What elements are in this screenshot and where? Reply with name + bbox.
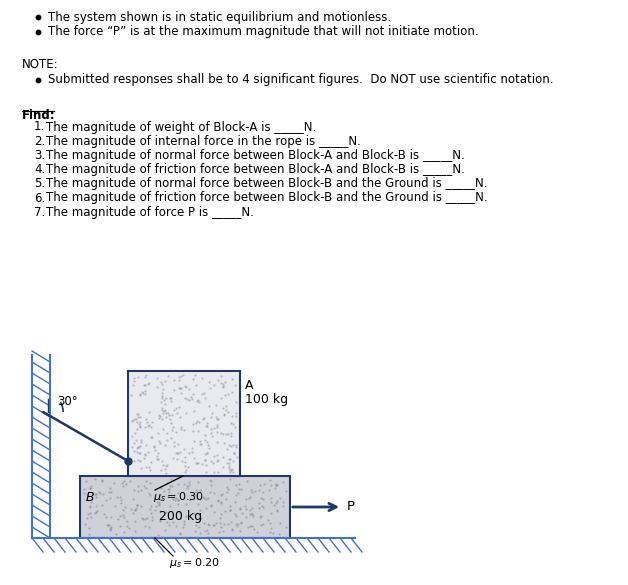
Text: $\mu_s = 0.30$: $\mu_s = 0.30$ xyxy=(153,490,204,504)
Text: The magnitude of friction force between Block-A and Block-B is _____N.: The magnitude of friction force between … xyxy=(46,163,465,176)
Text: 2.: 2. xyxy=(34,135,45,147)
Bar xyxy=(128,371,240,476)
Text: B: B xyxy=(86,491,95,504)
Text: The magnitude of friction force between Block-B and the Ground is _____N.: The magnitude of friction force between … xyxy=(46,191,487,205)
Text: 100 kg: 100 kg xyxy=(245,393,288,406)
Text: A: A xyxy=(245,379,254,392)
Text: The system shown is in static equilibrium and motionless.: The system shown is in static equilibriu… xyxy=(48,11,391,23)
Text: The magnitude of internal force in the rope is _____N.: The magnitude of internal force in the r… xyxy=(46,135,361,147)
Text: 5.: 5. xyxy=(34,177,45,190)
Text: The magnitude of force P is _____N.: The magnitude of force P is _____N. xyxy=(46,206,254,219)
Text: The magnitude of normal force between Block-A and Block-B is _____N.: The magnitude of normal force between Bl… xyxy=(46,149,465,162)
Text: 30°: 30° xyxy=(57,395,78,408)
Text: The magnitude of normal force between Block-B and the Ground is _____N.: The magnitude of normal force between Bl… xyxy=(46,177,487,190)
Text: The magnitude of weight of Block-A is _____N.: The magnitude of weight of Block-A is __… xyxy=(46,121,317,133)
Text: Submitted responses shall be to 4 significant figures.  Do NOT use scientific no: Submitted responses shall be to 4 signif… xyxy=(48,74,553,87)
Text: 200 kg: 200 kg xyxy=(160,510,202,523)
Text: 4.: 4. xyxy=(34,163,45,176)
Text: Find:: Find: xyxy=(22,109,56,122)
Text: NOTE:: NOTE: xyxy=(22,58,58,71)
Text: 1.: 1. xyxy=(34,121,45,133)
Text: $\mu_s = 0.20$: $\mu_s = 0.20$ xyxy=(169,556,220,570)
Text: The force “P” is at the maximum magnitude that will not initiate motion.: The force “P” is at the maximum magnitud… xyxy=(48,26,479,39)
Text: P: P xyxy=(347,501,355,514)
Text: 7.: 7. xyxy=(34,206,45,219)
Bar xyxy=(80,476,290,538)
Text: 3.: 3. xyxy=(34,149,45,162)
Text: 6.: 6. xyxy=(34,191,45,205)
